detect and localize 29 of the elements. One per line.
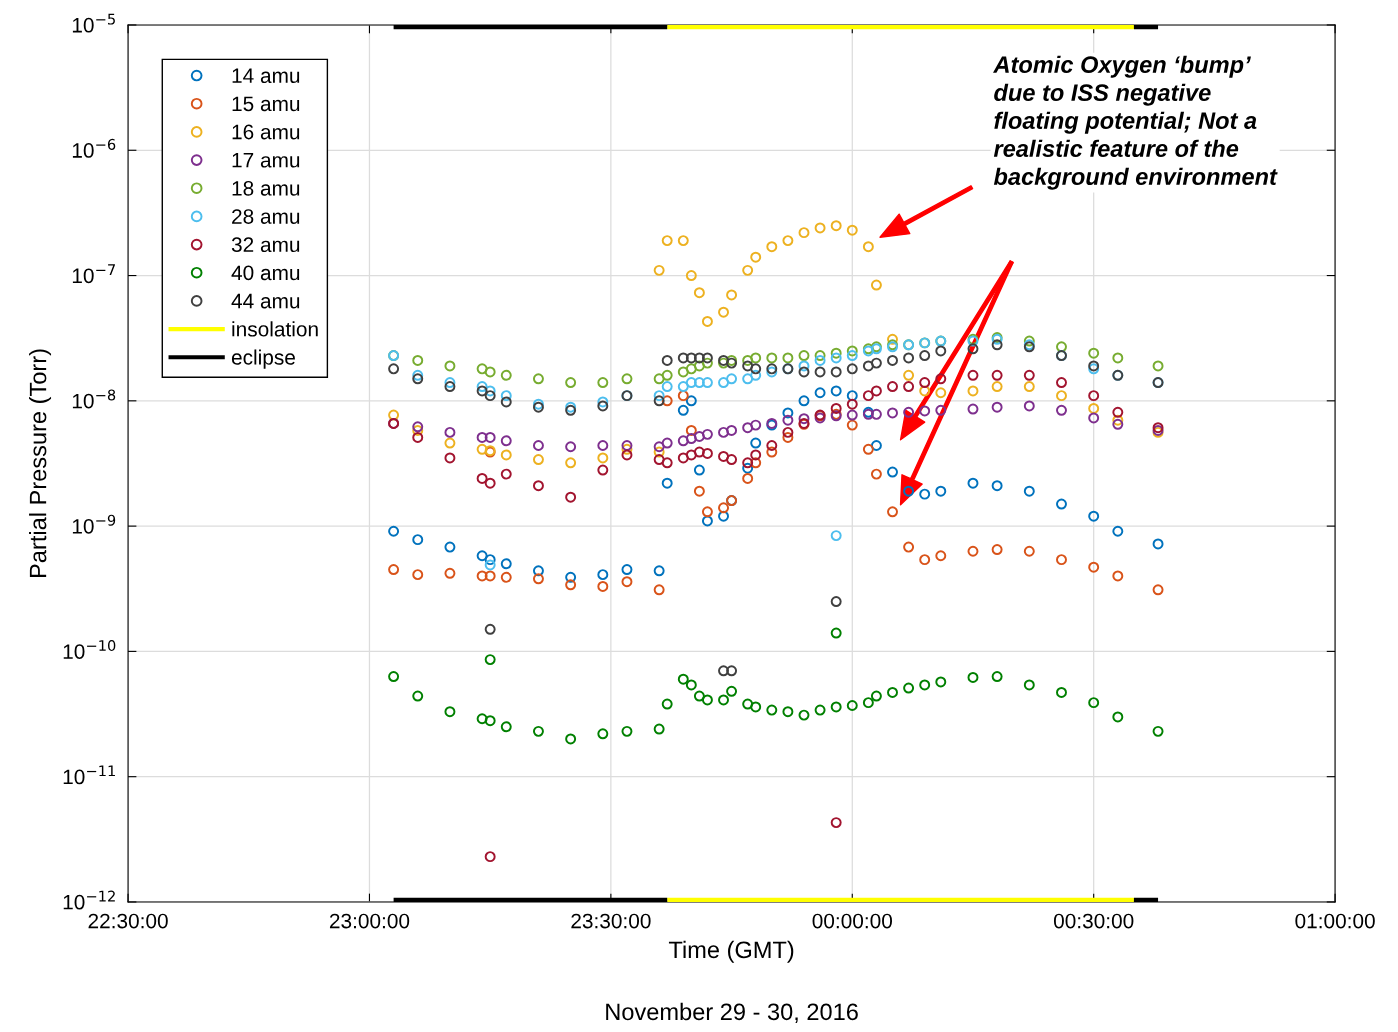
legend-label: 14 amu (232, 68, 300, 84)
legend-label: 32 amu (231, 237, 300, 253)
x-tick-label: 22:30:00 (88, 913, 168, 929)
legend-label: insolation (232, 321, 318, 337)
y-tick-label: 10$^{−8}$ (72, 389, 116, 409)
legend-label: 17 amu (232, 153, 300, 168)
y-tick-label: 10$^{−6}$ (72, 138, 116, 158)
legend-label: 18 amu (232, 180, 300, 196)
legend-label: 28 amu (232, 209, 300, 224)
x-tick-label: 01:00:00 (1295, 913, 1375, 929)
x-axis-title: Time (GMT) (668, 940, 794, 963)
legend-label: 16 amu (232, 124, 300, 140)
x-tick-label: 00:30:00 (1053, 913, 1134, 929)
x-tick-label: 23:00:00 (329, 913, 410, 929)
text: November 29 - 30, 2016 (606, 1002, 858, 1023)
legend-label: 44 amu (231, 293, 300, 309)
legend-label: eclipse (231, 349, 295, 369)
y-tick-label: 10$^{−7}$ (72, 264, 115, 284)
legend-label: 40 amu (231, 265, 300, 281)
y-tick-label: 10$^{−12}$ (63, 890, 115, 910)
annotation: Atomic Oxygen ‘bump’ due to ISS negative floating potential; Not a realistic feature of the background environment (993, 55, 1278, 190)
y-tick-label: 10$^{−9}$ (72, 514, 116, 534)
y-axis-title: Partial Pressure (Torr) (29, 349, 52, 577)
x-tick-label: 00:00:00 (812, 913, 893, 929)
y-tick-label: 10$^{−10}$ (63, 639, 116, 659)
legend-label: 15 amu (232, 96, 300, 112)
x-tick-label: 23:30:00 (571, 913, 651, 929)
y-tick-label: 10$^{−5}$ (72, 13, 115, 33)
y-tick-label: 10$^{−11}$ (63, 765, 115, 785)
